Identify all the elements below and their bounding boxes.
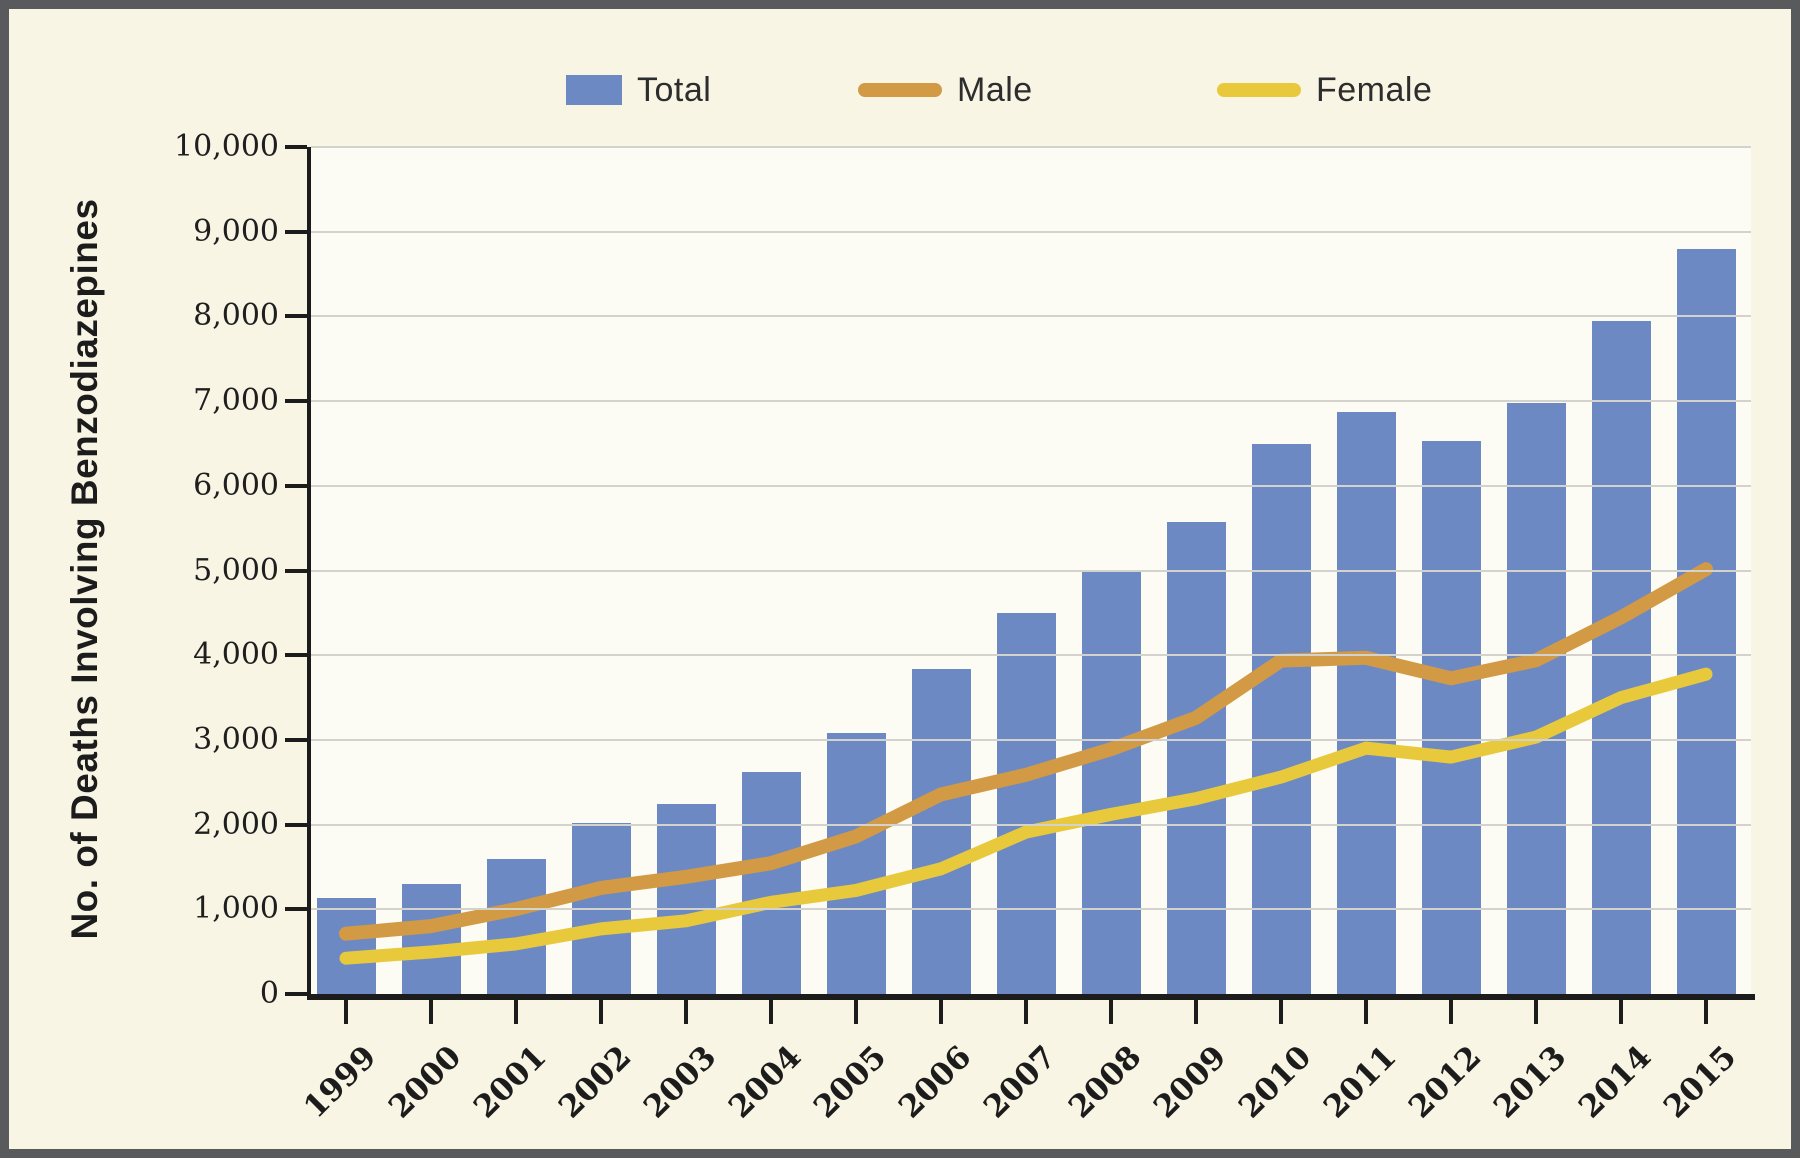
male-line-swatch	[858, 83, 942, 97]
y-tick-3000	[285, 737, 307, 742]
y-tick-label-1000: 1,000	[193, 891, 279, 927]
x-tick-2010	[1279, 1000, 1283, 1024]
y-tick-label-9000: 9,000	[193, 213, 279, 249]
x-tick-2008	[1109, 1000, 1113, 1024]
bar-2008	[1081, 569, 1141, 994]
y-tick-label-6000: 6,000	[193, 467, 279, 503]
gridline-2000	[311, 823, 1751, 826]
gridline-1000	[311, 908, 1751, 911]
x-tick-2000	[429, 1000, 433, 1024]
bar-1999	[316, 897, 376, 994]
y-tick-label-0: 0	[259, 976, 279, 1011]
bar-2014	[1591, 321, 1651, 994]
bar-2000	[401, 884, 461, 994]
x-tick-2007	[1024, 1000, 1028, 1024]
legend-label-total: Total	[637, 70, 712, 109]
legend-item-female: Female	[1217, 61, 1432, 119]
y-tick-label-5000: 5,000	[193, 552, 279, 588]
gridline-5000	[311, 569, 1751, 572]
x-axis-line	[307, 994, 1755, 1000]
y-tick-9000	[285, 229, 307, 234]
x-tick-2015	[1704, 1000, 1708, 1024]
y-axis-line	[307, 147, 311, 1000]
bar-2009	[1166, 522, 1226, 994]
x-tick-2002	[599, 1000, 603, 1024]
x-tick-2013	[1534, 1000, 1538, 1024]
gridline-7000	[311, 400, 1751, 403]
bar-2012	[1421, 441, 1481, 994]
x-tick-2014	[1619, 1000, 1623, 1024]
y-axis-title: No. of Deaths Involving Benzodiazepines	[64, 198, 105, 940]
gridline-6000	[311, 484, 1751, 487]
bar-2004	[741, 771, 801, 994]
y-tick-label-4000: 4,000	[193, 637, 279, 673]
y-tick-10000	[285, 145, 307, 149]
legend-label-male: Male	[957, 70, 1033, 109]
x-tick-2004	[769, 1000, 773, 1024]
x-tick-2005	[854, 1000, 858, 1024]
female-line	[339, 667, 1713, 965]
gridline-4000	[311, 654, 1751, 657]
bar-2015	[1676, 249, 1736, 994]
y-tick-label-8000: 8,000	[193, 298, 279, 334]
x-tick-2011	[1364, 1000, 1368, 1024]
legend-item-total: Total	[566, 61, 711, 119]
gridline-3000	[311, 738, 1751, 741]
male-line	[339, 562, 1713, 941]
y-tick-5000	[285, 568, 307, 573]
y-tick-2000	[285, 822, 307, 827]
y-tick-0	[285, 992, 307, 996]
x-tick-1999	[344, 1000, 348, 1024]
gridline-9000	[311, 230, 1751, 233]
y-tick-6000	[285, 483, 307, 488]
gridline-8000	[311, 315, 1751, 318]
y-tick-8000	[285, 314, 307, 319]
x-tick-2012	[1449, 1000, 1453, 1024]
y-tick-label-7000: 7,000	[193, 383, 279, 419]
y-tick-label-10000: 10,000	[174, 129, 279, 164]
y-tick-label-2000: 2,000	[193, 806, 279, 842]
bar-2005	[826, 732, 886, 994]
x-tick-2009	[1194, 1000, 1198, 1024]
gridline-10000	[311, 146, 1751, 148]
bar-2011	[1336, 411, 1396, 994]
y-tick-1000	[285, 907, 307, 912]
bar-2007	[996, 612, 1056, 994]
y-tick-label-3000: 3,000	[193, 721, 279, 757]
female-line-swatch	[1217, 83, 1301, 97]
legend-label-female: Female	[1316, 70, 1433, 109]
x-tick-2006	[939, 1000, 943, 1024]
bar-2010	[1251, 443, 1311, 994]
bar-2003	[656, 803, 716, 994]
bar-2013	[1506, 403, 1566, 994]
x-tick-2001	[514, 1000, 518, 1024]
y-tick-4000	[285, 653, 307, 658]
bar-2006	[911, 669, 971, 994]
total-bar-swatch	[566, 75, 622, 105]
y-tick-7000	[285, 399, 307, 404]
line-series-layer	[339, 562, 1713, 965]
legend-item-male: Male	[858, 61, 1033, 119]
x-tick-2003	[684, 1000, 688, 1024]
bar-2001	[486, 859, 546, 994]
